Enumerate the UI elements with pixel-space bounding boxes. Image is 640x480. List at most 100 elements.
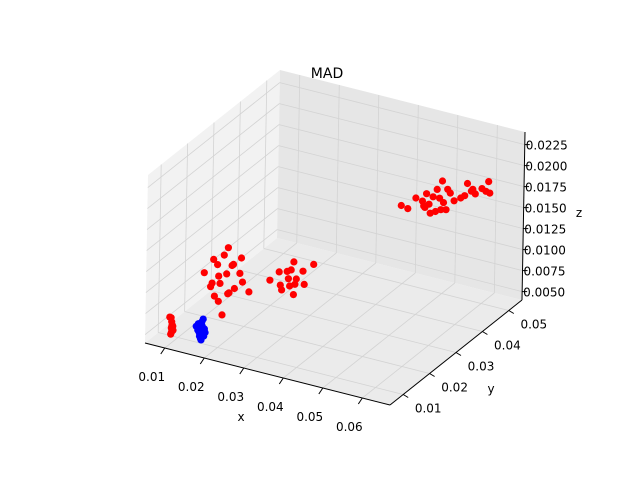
y-grid-line [237,101,241,270]
z-grid-line [278,166,524,229]
data-point-red [486,189,494,197]
x-tick-label: 0.06 [336,420,363,434]
data-point-red [442,206,450,214]
data-point-red [224,290,232,298]
y-tick-label: 0.01 [415,402,442,416]
data-point-red [461,192,469,200]
data-point-red [210,292,218,300]
data-point-red [236,269,244,277]
z-tick-label: 0.0175 [525,181,567,195]
data-point-red [469,185,477,193]
z-grid-line [278,124,525,187]
y-grid-line [263,80,268,249]
data-point-red [238,278,247,286]
z-tick-label: 0.0150 [525,202,567,216]
data-point-red [423,190,431,198]
z-grid-line [146,124,280,230]
data-point-red [166,313,174,321]
x-grid-line [375,94,380,264]
z-tick-label: 0.0200 [525,160,567,174]
data-point-red [437,206,445,214]
x-tick-label: 0.05 [296,410,323,424]
z-grid-line [146,166,279,272]
tick-labels: 0.010.020.030.040.050.060.010.020.030.04… [138,139,567,434]
y-tick [508,310,515,314]
data-point-red [420,202,428,210]
y-tick-label: 0.03 [468,360,495,374]
y-grid-line [210,290,457,353]
axis-lines [144,131,530,406]
y-grid-line [210,122,215,291]
data-point-red [444,185,452,193]
y-grid-line [237,269,483,332]
x-grid-line [414,104,419,274]
axis-panes [145,70,525,405]
z-tick-label: 0.0050 [523,286,565,300]
data-point-blue [198,327,207,335]
y-tick-label: 0.04 [494,339,521,353]
data-point-red [228,261,236,270]
z-grid-line [145,187,279,293]
x-grid-line [296,74,301,244]
y-grid-line [157,164,162,333]
y-tick [429,373,435,377]
data-point-red [300,280,308,288]
data-point-red [287,266,295,274]
data-point-red [210,255,218,263]
data-point-red [284,275,292,283]
z-axis-label: z [576,206,582,220]
data-point-blue [197,336,205,344]
data-point-red [463,179,472,188]
z-axis-line [521,131,526,301]
x-axis-line [144,342,391,406]
z-tick-label: 0.0075 [524,265,566,279]
x-tick [160,347,166,355]
data-point-red [237,254,246,262]
data-point-red [223,270,231,278]
x-axis-label: x [237,410,244,424]
z-grid-line [277,187,523,250]
x-tick-label: 0.02 [178,380,205,394]
z-grid-line [278,145,524,208]
x-tick-label: 0.03 [217,390,244,404]
data-point-red [433,185,441,193]
x-tick [357,397,363,405]
z-grid-line [277,229,523,292]
data-point-red [439,199,448,207]
z-grid-line [147,103,280,209]
y-tick [402,394,409,398]
x-tick-label: 0.04 [257,400,284,414]
data-point-red [291,280,299,288]
z-grid-line [147,82,281,188]
back-pane [277,70,525,300]
z-grid-line [146,145,279,251]
data-point-red [214,261,222,269]
data-point-red [214,297,222,305]
y-axis-label: y [487,382,494,396]
data-point-red [429,193,437,201]
scatter-points [166,177,494,344]
x-tick [239,367,245,375]
data-point-red [404,205,412,213]
data-point-red [216,279,224,287]
z-tick-label: 0.0225 [526,139,568,153]
data-point-red [397,201,405,210]
data-point-blue [194,320,202,328]
y-grid-line [184,143,188,312]
data-point-red [220,251,228,259]
data-point-red [290,258,298,266]
data-point-red [450,197,458,205]
x-grid-line [493,124,498,294]
data-point-red [266,276,274,284]
z-tick-label: 0.0100 [524,244,566,258]
data-point-red [169,322,177,330]
data-point-red [230,284,238,293]
z-grid-line [277,208,523,271]
data-point-red [310,260,318,268]
data-point-red [245,288,253,296]
data-point-red [218,311,226,319]
z-grid-line [279,103,525,166]
x-tick [278,377,284,385]
data-point-red [224,244,232,252]
